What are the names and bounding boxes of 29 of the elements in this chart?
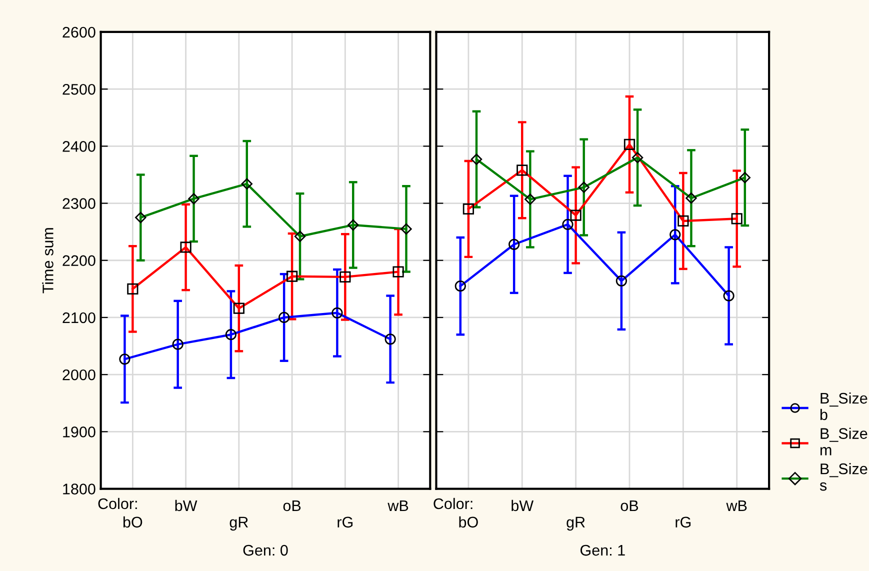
x-tick-label: bW	[512, 500, 534, 512]
y-tick-label: 2300	[62, 198, 96, 209]
y-tick-label: 2400	[62, 141, 96, 152]
x-tick-label: bW	[175, 500, 198, 512]
y-tick-label: 1800	[63, 484, 96, 494]
y-tick-label: 2200	[62, 255, 96, 266]
y-tick-label: 2600	[62, 26, 96, 38]
y-axis-title: Time sum	[42, 228, 54, 294]
x-tick-label: rG	[338, 516, 353, 528]
x-tick-label: oB	[620, 500, 638, 512]
y-tick-label: 2100	[62, 312, 96, 324]
x-tick-label: bO	[459, 516, 478, 528]
x-tick-label: rG	[676, 516, 691, 528]
legend-label: B_Size m	[820, 428, 868, 456]
y-tick-label: 1900	[63, 426, 96, 438]
text: Color:	[434, 498, 472, 510]
x-tick-label: gR	[566, 516, 585, 531]
legend-label: B_Size s	[820, 463, 868, 491]
x-tick-label: wB	[726, 500, 747, 511]
x-axis-title: Gen: 0	[243, 544, 288, 556]
y-tick-label: 2000	[62, 369, 96, 380]
x-axis-title: Gen: 1	[580, 544, 625, 556]
text: Color:	[98, 498, 137, 510]
x-tick-label: bO	[123, 516, 142, 528]
x-tick-label: oB	[283, 500, 301, 512]
x-tick-label: wB	[388, 500, 408, 511]
x-tick-label: gR	[230, 516, 248, 531]
y-tick-label: 2500	[62, 84, 96, 95]
legend-label: B_Size b	[820, 392, 868, 420]
